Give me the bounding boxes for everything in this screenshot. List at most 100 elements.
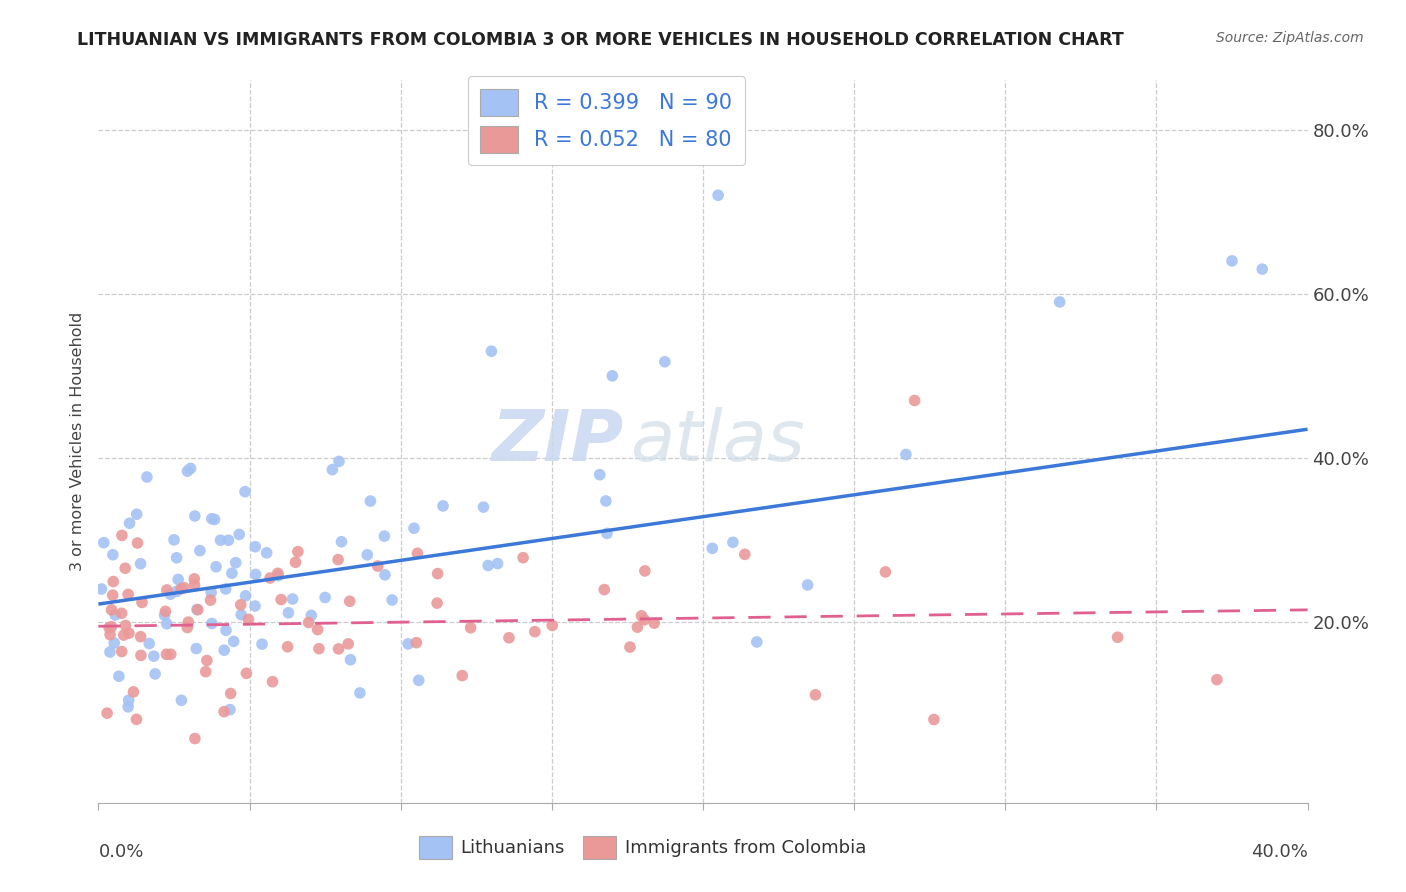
Point: [118, 516, 141, 531]
Point: [426, 566, 449, 581]
Point: [111, 528, 134, 542]
Point: [127, 536, 149, 550]
Point: [98, 621, 121, 635]
Point: [477, 558, 499, 573]
Point: [96, 706, 118, 720]
Point: [228, 527, 250, 541]
Point: [201, 512, 224, 526]
Point: [166, 550, 188, 565]
Point: [250, 637, 273, 651]
Point: [734, 547, 756, 561]
Point: [215, 624, 238, 638]
Text: LITHUANIAN VS IMMIGRANTS FROM COLOMBIA 3 OR MORE VEHICLES IN HOUSEHOLD CORRELATI: LITHUANIAN VS IMMIGRANTS FROM COLOMBIA 3…: [77, 31, 1123, 49]
Point: [129, 557, 152, 571]
Point: [204, 512, 226, 526]
Point: [186, 602, 208, 616]
Point: [205, 559, 228, 574]
Point: [373, 529, 395, 543]
Point: [212, 643, 235, 657]
Point: [745, 635, 768, 649]
Point: [100, 620, 122, 634]
Point: [894, 448, 917, 462]
Point: [170, 582, 193, 596]
Point: [321, 462, 343, 476]
Point: [634, 564, 657, 578]
Point: [101, 588, 124, 602]
Point: [155, 604, 177, 618]
Point: [159, 587, 181, 601]
Point: [173, 581, 195, 595]
Point: [1049, 295, 1071, 310]
Point: [104, 608, 127, 623]
Point: [602, 368, 624, 383]
Point: [153, 608, 176, 623]
Point: [122, 685, 145, 699]
Point: [287, 544, 309, 558]
Point: [512, 550, 534, 565]
Point: [593, 582, 616, 597]
Point: [235, 589, 257, 603]
Point: [277, 606, 299, 620]
Point: [498, 631, 520, 645]
Point: [702, 541, 724, 556]
Text: 40.0%: 40.0%: [1251, 843, 1308, 861]
Point: [90, 582, 112, 596]
Point: [98, 645, 121, 659]
Point: [195, 653, 218, 667]
Point: [328, 641, 350, 656]
Point: [904, 393, 927, 408]
Point: [245, 567, 267, 582]
Point: [633, 613, 655, 627]
Point: [176, 464, 198, 478]
Text: ZIP: ZIP: [492, 407, 624, 476]
Point: [217, 533, 239, 548]
Point: [284, 555, 307, 569]
Point: [131, 595, 153, 609]
Point: [626, 620, 648, 634]
Point: [330, 534, 353, 549]
Point: [118, 626, 141, 640]
Point: [155, 648, 177, 662]
Point: [245, 540, 267, 554]
Point: [194, 665, 217, 679]
Point: [299, 608, 322, 623]
Point: [170, 693, 193, 707]
Point: [101, 548, 124, 562]
Point: [339, 653, 361, 667]
Point: [1251, 262, 1274, 277]
Point: [222, 634, 245, 648]
Point: [804, 688, 827, 702]
Point: [328, 454, 350, 468]
Point: [177, 615, 200, 629]
Text: atlas: atlas: [630, 407, 806, 476]
Point: [163, 533, 186, 547]
Point: [219, 703, 242, 717]
Point: [486, 557, 509, 571]
Point: [374, 567, 396, 582]
Point: [630, 608, 652, 623]
Point: [339, 594, 361, 608]
Point: [138, 636, 160, 650]
Point: [460, 621, 482, 635]
Point: [595, 494, 617, 508]
Point: [349, 686, 371, 700]
Point: [875, 565, 897, 579]
Point: [405, 635, 427, 649]
Point: [381, 593, 404, 607]
Point: [256, 546, 278, 560]
Point: [103, 636, 125, 650]
Point: [114, 561, 136, 575]
Point: [125, 507, 148, 521]
Point: [243, 599, 266, 613]
Point: [707, 188, 730, 202]
Point: [129, 648, 152, 663]
Point: [297, 615, 319, 630]
Text: 0.0%: 0.0%: [98, 843, 143, 861]
Point: [187, 603, 209, 617]
Point: [277, 640, 299, 654]
Point: [200, 585, 222, 599]
Point: [183, 572, 205, 586]
Point: [432, 499, 454, 513]
Point: [225, 556, 247, 570]
Point: [337, 637, 360, 651]
